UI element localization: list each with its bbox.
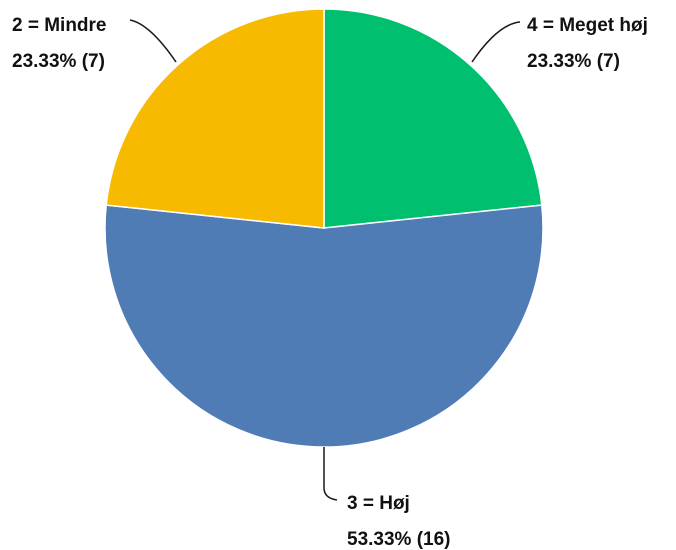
label-mindre: 2 = Mindre 23.33% (7) [12, 15, 107, 72]
leader-line-meget [471, 21, 521, 63]
label-hoj-value: 53.33% (16) [347, 529, 451, 550]
pie-slices [104, 8, 544, 448]
label-meget: 4 = Meget høj 23.33% (7) [527, 15, 648, 72]
pie-slice-meget [323, 8, 543, 229]
pie-slice-hoj [104, 204, 544, 448]
label-hoj-name: 3 = Høj [347, 493, 410, 514]
label-meget-value: 23.33% (7) [527, 51, 620, 72]
leader-lines [129, 19, 521, 501]
label-meget-name: 4 = Meget høj [527, 15, 648, 36]
label-hoj: 3 = Høj 53.33% (16) [347, 493, 451, 550]
label-mindre-value: 23.33% (7) [12, 51, 105, 72]
pie-slice-mindre [105, 8, 325, 229]
leader-line-mindre [129, 19, 177, 63]
label-mindre-name: 2 = Mindre [12, 15, 107, 36]
leader-line-hoj [323, 447, 338, 501]
